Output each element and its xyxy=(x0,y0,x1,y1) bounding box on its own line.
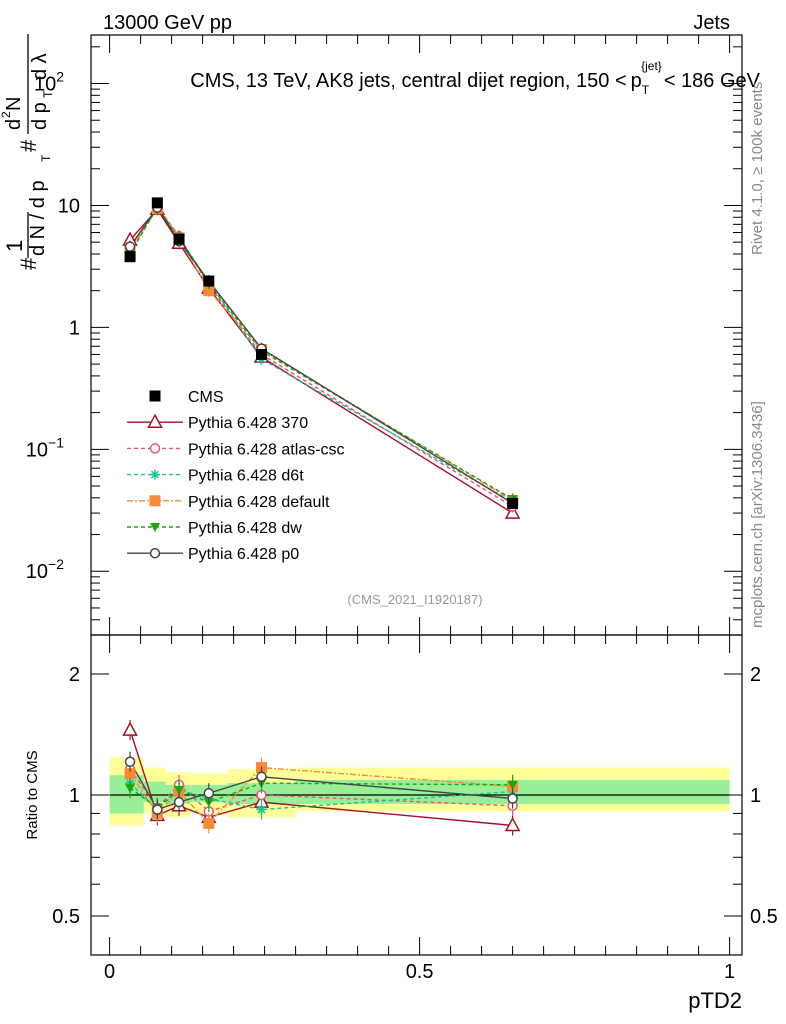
ylabel-dlambda: d λ xyxy=(29,53,51,80)
ylabel-dp-sub: T xyxy=(41,90,55,98)
legend-label: Pythia 6.428 atlas-csc xyxy=(188,441,345,458)
ylabel-d2n: d xyxy=(3,119,25,130)
ratio-y-axis-label: Ratio to CMS xyxy=(24,750,41,839)
ylabel-hash-2: # xyxy=(16,139,41,152)
ylabel-d2n-sup: 2 xyxy=(0,111,13,118)
ylabel-dn-sub: T xyxy=(39,154,53,162)
main-panel: 10−2 10−1 1 10 102 (CMS_2021_I1920187) CMS, … xyxy=(26,34,761,636)
main-point-3 xyxy=(203,285,215,297)
main-y-tick-label: 1 xyxy=(69,317,80,339)
legend-marker xyxy=(147,413,163,428)
ratio-y-tick-label-left: 0.5 xyxy=(52,906,80,928)
ratio-point-4 xyxy=(507,780,518,790)
legend-label: Pythia 6.428 p0 xyxy=(188,546,299,563)
ratio-point-3 xyxy=(203,817,215,829)
ratio-point-0 xyxy=(122,721,138,736)
main-title-start: CMS, 13 TeV, AK8 jets, central dijet reg… xyxy=(190,70,626,92)
ratio-point-0 xyxy=(504,816,521,832)
main-series-markers xyxy=(122,197,521,520)
mcplots-label: mcplots.cern.ch [arXiv:1306.3436] xyxy=(749,401,766,628)
legend-marker xyxy=(149,443,161,454)
legend-label: CMS xyxy=(188,389,224,406)
rivet-label: Rivet 4.1.0, ≥ 100k events xyxy=(749,82,766,255)
ylabel-hash-1: # xyxy=(16,257,41,270)
main-y-tick-label: 10−1 xyxy=(26,434,64,461)
x-tick-label: 1 xyxy=(724,961,735,983)
ylabel-one: 1 xyxy=(2,240,27,252)
main-line-5 xyxy=(129,206,513,505)
ratio-panel: 0.5 0.5 1 1 2 2 0 0.5 1 xyxy=(52,634,778,983)
ratio-point-5 xyxy=(173,796,185,808)
main-title: CMS, 13 TeV, AK8 jets, central dijet reg… xyxy=(190,59,760,97)
header-right: Jets xyxy=(693,12,730,34)
ratio-y-tick-label-left: 2 xyxy=(69,664,80,686)
ratio-series-markers xyxy=(122,720,521,836)
ratio-y-tick-label-left: 1 xyxy=(69,785,80,807)
ratio-line-4 xyxy=(129,782,513,809)
header-left: 13000 GeV pp xyxy=(103,12,232,34)
ratio-band-green xyxy=(143,781,166,803)
x-axis-label: pTD2 xyxy=(688,988,742,1013)
cms-data-point xyxy=(507,497,519,509)
ratio-point-3 xyxy=(124,768,136,780)
legend-label: Pythia 6.428 default xyxy=(188,494,330,511)
ratio-axis-ticks xyxy=(91,635,742,956)
x-tick-label: 0.5 xyxy=(406,961,434,983)
main-axis-ticks xyxy=(91,35,742,636)
main-plot-frame xyxy=(90,34,743,636)
ratio-y-tick-label-right: 1 xyxy=(750,785,761,807)
ylabel-dp: d p xyxy=(29,102,51,130)
x-tick-label: 0 xyxy=(104,961,115,983)
main-y-tick-labels: 10−2 10−1 1 10 102 xyxy=(26,69,80,584)
legend-label: Pythia 6.428 dw xyxy=(188,520,302,537)
legend-marker xyxy=(150,523,160,532)
main-title-end: < 186 GeV xyxy=(664,70,761,92)
cms-data-point xyxy=(151,197,163,209)
ratio-point-5 xyxy=(203,788,215,799)
cms-data-point xyxy=(124,251,136,263)
legend-label: Pythia 6.428 d6t xyxy=(188,468,304,485)
legend-marker xyxy=(149,390,161,402)
main-y-tick-label: 10 xyxy=(58,195,80,217)
ratio-point-4 xyxy=(125,784,136,794)
ratio-point-5 xyxy=(507,793,518,804)
ratio-tick-labels: 0.5 0.5 1 1 2 2 0 0.5 1 xyxy=(52,664,778,983)
cms-data-point xyxy=(173,233,185,245)
main-y-axis-label: # 1 d N / d p T # d 2 N d p T d λ xyxy=(0,34,55,270)
ratio-point-5 xyxy=(256,771,267,783)
analysis-watermark: (CMS_2021_I1920187) xyxy=(347,592,482,607)
legend-label: Pythia 6.428 370 xyxy=(188,415,308,432)
legend-marker xyxy=(149,495,161,507)
cms-data-point xyxy=(203,275,215,287)
ratio-y-tick-label-right: 0.5 xyxy=(750,906,778,928)
legend-marker xyxy=(149,547,161,559)
main-title-sub: T xyxy=(642,83,650,97)
ylabel-dn: d N / d p xyxy=(27,180,49,256)
main-title-sup: {jet} xyxy=(641,59,662,73)
ratio-line-5 xyxy=(129,761,513,811)
main-point-5 xyxy=(124,241,136,252)
main-y-tick-label: 102 xyxy=(34,69,64,96)
ratio-point-5 xyxy=(152,804,163,815)
main-y-tick-label: 10−2 xyxy=(26,556,64,583)
main-title-math: p xyxy=(631,70,642,92)
ratio-point-2 xyxy=(256,804,267,815)
ratio-point-4 xyxy=(174,785,185,795)
ratio-point-5 xyxy=(124,756,136,767)
cms-data-point xyxy=(256,348,267,360)
legend: CMS Pythia 6.428 370 Pythia 6.428 atlas-cs… xyxy=(127,389,345,563)
ylabel-d2n-n: N xyxy=(3,97,25,111)
legend-marker xyxy=(150,469,160,480)
ratio-y-tick-label-right: 2 xyxy=(750,664,761,686)
